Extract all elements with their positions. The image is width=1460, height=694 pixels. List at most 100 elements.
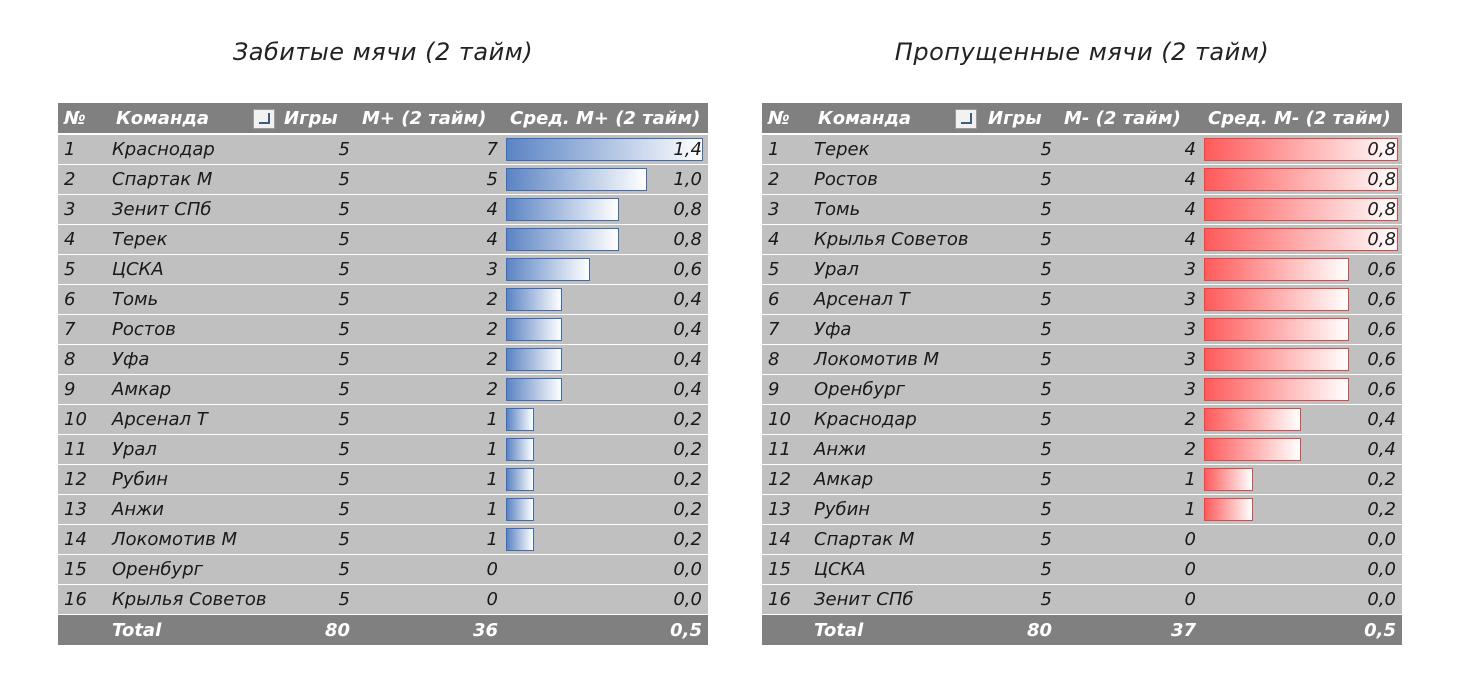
games-cell: 5 [982, 584, 1058, 615]
games-cell: 5 [278, 464, 356, 495]
avg-value: 0,4 [673, 379, 702, 400]
goals-cell: 5 [356, 164, 504, 195]
avg-cell: 0,6 [1202, 374, 1402, 405]
avg-value: 0,4 [673, 319, 702, 340]
avg-cell: 0,8 [1202, 134, 1402, 165]
avg-cell: 0,0 [504, 554, 708, 585]
avg-cell: 0,2 [504, 404, 708, 435]
avg-cell: 0,8 [1202, 194, 1402, 225]
data-bar [506, 258, 590, 281]
avg-value: 0,6 [1367, 289, 1396, 310]
avg-value: 0,6 [1367, 349, 1396, 370]
games-cell: 5 [982, 524, 1058, 555]
header-rank: № [762, 103, 804, 135]
goals-cell: 2 [1058, 434, 1202, 465]
data-bar [1204, 168, 1398, 191]
rank-cell: 2 [762, 164, 804, 195]
avg-cell: 0,2 [504, 464, 708, 495]
conceded-goals-title: Пропущенные мячи (2 тайм) [894, 38, 1270, 66]
avg-value: 0,6 [1367, 319, 1396, 340]
games-cell: 5 [982, 434, 1058, 465]
data-bar [506, 498, 534, 521]
team-cell: Анжи [102, 494, 278, 525]
goals-cell: 4 [1058, 164, 1202, 195]
avg-cell: 0,2 [504, 524, 708, 555]
total-avg: 0,5 [1202, 614, 1402, 645]
games-cell: 5 [982, 404, 1058, 435]
avg-value: 0,2 [673, 469, 702, 490]
games-cell: 5 [278, 314, 356, 345]
table-row: 8 Локомотив М 5 3 0,6 [762, 344, 1402, 375]
table-row: 9 Оренбург 5 3 0,6 [762, 374, 1402, 405]
games-cell: 5 [278, 224, 356, 255]
avg-cell: 0,0 [1202, 584, 1402, 615]
table-row: 2 Ростов 5 4 0,8 [762, 164, 1402, 195]
games-cell: 5 [982, 494, 1058, 525]
table-row: 3 Зенит СПб 5 4 0,8 [58, 194, 708, 225]
data-bar [506, 138, 703, 161]
team-cell: Спартак М [804, 524, 982, 555]
table-row: 5 ЦСКА 5 3 0,6 [58, 254, 708, 285]
data-bar [506, 288, 562, 311]
rank-cell: 16 [58, 584, 102, 615]
goals-cell: 4 [356, 194, 504, 225]
total-games: 80 [982, 614, 1058, 645]
games-cell: 5 [982, 554, 1058, 585]
data-bar [1204, 438, 1301, 461]
avg-cell: 0,6 [1202, 314, 1402, 345]
rank-cell: 15 [762, 554, 804, 585]
table-row: 1 Терек 5 4 0,8 [762, 134, 1402, 165]
rank-cell: 4 [762, 224, 804, 255]
avg-cell: 0,4 [504, 314, 708, 345]
avg-value: 0,6 [673, 259, 702, 280]
team-cell: Оренбург [804, 374, 982, 405]
data-bar [506, 348, 562, 371]
avg-value: 0,8 [1367, 229, 1396, 250]
rank-cell: 8 [58, 344, 102, 375]
data-bar [506, 408, 534, 431]
header-games: Игры [982, 103, 1058, 135]
header-goals: M- (2 тайм) [1058, 103, 1202, 135]
avg-value: 0,2 [673, 439, 702, 460]
games-cell: 5 [278, 254, 356, 285]
goals-cell: 1 [356, 524, 504, 555]
team-cell: Локомотив М [804, 344, 982, 375]
header-team[interactable]: Команда [804, 103, 982, 135]
avg-value: 0,4 [1367, 409, 1396, 430]
avg-value: 0,2 [1367, 499, 1396, 520]
avg-value: 0,6 [1367, 259, 1396, 280]
sort-filter-icon[interactable] [955, 108, 978, 129]
games-cell: 5 [982, 284, 1058, 315]
rank-cell: 9 [58, 374, 102, 405]
data-bar [1204, 318, 1349, 341]
avg-cell: 0,6 [1202, 254, 1402, 285]
header-avg: Сред. М- (2 тайм) [1202, 103, 1402, 135]
avg-cell: 0,0 [1202, 554, 1402, 585]
avg-cell: 0,6 [1202, 284, 1402, 315]
rank-cell: 13 [58, 494, 102, 525]
team-cell: Уфа [102, 344, 278, 375]
avg-value: 0,6 [1367, 379, 1396, 400]
rank-cell: 14 [762, 524, 804, 555]
avg-cell: 0,8 [1202, 224, 1402, 255]
sort-filter-icon[interactable] [253, 108, 276, 129]
total-rank-cell [58, 614, 102, 645]
avg-value: 0,8 [1367, 199, 1396, 220]
header-team[interactable]: Команда [102, 103, 278, 135]
table-row: 13 Анжи 5 1 0,2 [58, 494, 708, 525]
goals-cell: 0 [356, 584, 504, 615]
data-bar [1204, 138, 1398, 161]
avg-cell: 0,8 [504, 194, 708, 225]
goals-cell: 1 [1058, 464, 1202, 495]
avg-value: 0,2 [673, 409, 702, 430]
goals-cell: 0 [1058, 524, 1202, 555]
avg-value: 0,8 [1367, 169, 1396, 190]
total-games: 80 [278, 614, 356, 645]
goals-cell: 4 [1058, 134, 1202, 165]
games-cell: 5 [278, 344, 356, 375]
table-row: 7 Уфа 5 3 0,6 [762, 314, 1402, 345]
avg-value: 0,0 [1367, 529, 1396, 550]
conceded-goals-body: 1 Терек 5 4 0,8 2 Ростов 5 4 0,8 3 Томь 5 4 0,8 4 Крылья… [762, 134, 1402, 615]
games-cell: 5 [278, 134, 356, 165]
rank-cell: 16 [762, 584, 804, 615]
